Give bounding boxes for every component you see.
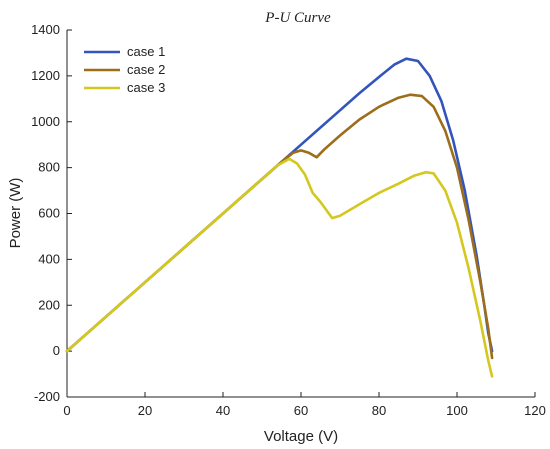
y-tick-label: 400 xyxy=(38,251,60,266)
legend-label-case-1: case 1 xyxy=(127,44,165,59)
axes: 0 20 40 60 80 100 120-200020040060080010001200… xyxy=(31,22,546,418)
x-tick-label: 0 xyxy=(63,403,70,418)
x-axis-title: Voltage (V) xyxy=(264,428,338,445)
x-tick-label: 40 xyxy=(216,403,230,418)
x-tick-label: 100 xyxy=(446,403,468,418)
y-tick-label: 0 xyxy=(53,343,60,358)
y-tick-label: -200 xyxy=(34,389,60,404)
series-line-case-3 xyxy=(65,157,494,378)
x-tick-label: 20 xyxy=(138,403,152,418)
y-tick-label: 600 xyxy=(38,206,60,221)
x-tick-label: 60 xyxy=(294,403,308,418)
y-tick-label: 800 xyxy=(38,160,60,175)
series-line-case-2 xyxy=(65,93,494,360)
y-axis-title: Power (W) xyxy=(7,178,24,249)
chart-title: P-U Curve xyxy=(264,10,331,26)
y-tick-label: 1000 xyxy=(31,114,60,129)
y-tick-label: 1200 xyxy=(31,68,60,83)
y-tick-label: 1400 xyxy=(31,22,60,37)
legend-label-case-2: case 2 xyxy=(127,62,165,77)
legend-label-case-3: case 3 xyxy=(127,80,165,95)
x-tick-label: 80 xyxy=(372,403,386,418)
x-tick-label: 120 xyxy=(524,403,546,418)
series-lines xyxy=(65,57,494,378)
legend: case 1 case 2 case 3 xyxy=(84,44,165,95)
y-tick-label: 200 xyxy=(38,297,60,312)
